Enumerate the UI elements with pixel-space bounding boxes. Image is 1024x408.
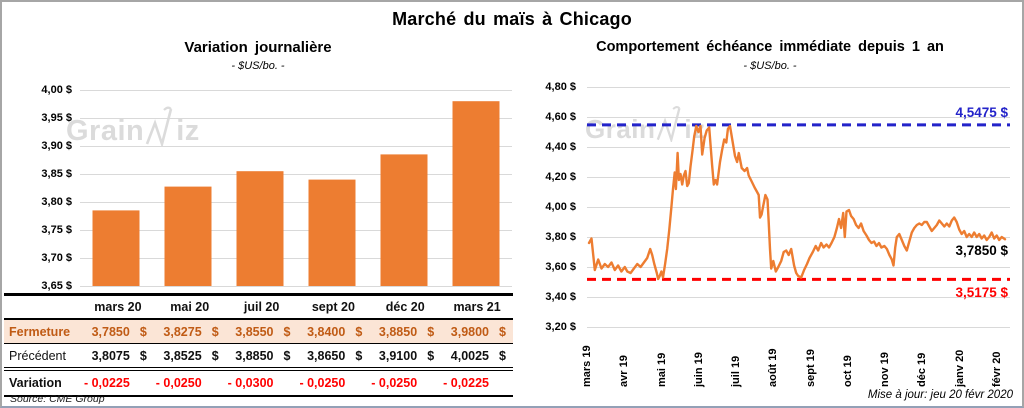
table-row-fermeture: Fermeture 3,7850 $ 3,8275 $ 3,8550 $ 3,8400… <box>4 320 513 344</box>
row-label: Variation <box>9 376 62 390</box>
x-axis-tick-label: déc 19 <box>916 352 929 387</box>
table-cell: 3,8400 $ <box>307 324 363 339</box>
table-cell: - 0,0250 <box>299 376 346 390</box>
bar-mars 21 <box>452 101 500 286</box>
table-cell: 3,8550 $ <box>235 324 291 339</box>
y-axis-tick-label: 3,40 $ <box>545 291 576 303</box>
y-axis-tick-label: 4,20 $ <box>545 171 576 183</box>
y-axis-tick-label: 3,70 $ <box>41 252 72 264</box>
x-axis-tick-label: oct 19 <box>841 355 854 387</box>
x-axis-tick-label: juin 19 <box>692 352 705 387</box>
table-row-precedent: Précédent 3,8075 $ 3,8525 $ 3,8850 $ 3,8650… <box>4 344 513 371</box>
left-chart-title: Variation journalière <box>184 39 332 56</box>
y-axis-tick-label: 3,80 $ <box>41 196 72 208</box>
x-axis-tick-label: août 19 <box>767 348 780 387</box>
page-title: Marché du maïs à Chicago <box>392 9 632 29</box>
price-line <box>587 124 1007 281</box>
line-chart-x-axis: mars 19 avr 19 mai 19 juin 19 juil 19 août 19… <box>581 333 1010 389</box>
bar-juil 20 <box>236 171 284 286</box>
y-axis-tick-label: 3,90 $ <box>41 140 72 152</box>
left-chart-subtitle: - $US/bo. - <box>231 60 285 72</box>
line-chart-plot <box>587 87 1010 328</box>
x-axis-tick-label: sept 19 <box>804 349 817 387</box>
table-cell: - 0,0225 <box>443 376 489 390</box>
column-header: mars 21 <box>453 300 501 314</box>
table-cell: - 0,0250 <box>371 376 418 390</box>
source-note: Source: CME Group <box>10 393 105 405</box>
x-axis-tick-label: juil 19 <box>730 355 743 387</box>
table-cell: 3,9100 $ <box>378 348 435 363</box>
column-header: sept 20 <box>311 300 355 314</box>
table-cell: 3,8650 $ <box>307 348 363 363</box>
table-cell: 3,8525 $ <box>163 348 219 363</box>
bar-mars 20 <box>92 210 140 286</box>
column-header: juil 20 <box>243 300 280 314</box>
table-cell: 4,0025 $ <box>450 348 506 363</box>
bar-déc 20 <box>380 154 428 286</box>
x-axis-tick-label: nov 19 <box>879 352 892 387</box>
y-axis-tick-label: 4,40 $ <box>545 141 576 153</box>
row-label: Précédent <box>9 348 66 363</box>
last-price-label: 3,7850 $ <box>955 243 1008 258</box>
table-cell: 3,9800 $ <box>450 324 506 339</box>
update-note: Mise à jour: jeu 20 févr 2020 <box>867 389 1013 401</box>
table-row-variation: Variation - 0,0225 - 0,0250 - 0,0300 - 0… <box>4 371 513 397</box>
y-axis-tick-label: 4,00 $ <box>545 201 576 213</box>
table-cell: - 0,0225 <box>83 376 130 390</box>
table-cell: 3,8850 $ <box>235 348 291 363</box>
row-label: Fermeture <box>9 324 71 339</box>
x-axis-tick-label: mai 19 <box>655 352 668 387</box>
right-chart-title: Comportement échéance immédiate depuis 1… <box>596 39 944 55</box>
bar-chart-plot <box>80 90 512 287</box>
column-header: déc 20 <box>385 300 425 314</box>
low-reference-label: 3,5175 $ <box>955 285 1008 300</box>
y-axis-tick-label: 3,75 $ <box>41 224 72 236</box>
y-axis-tick-label: 3,95 $ <box>41 112 72 124</box>
y-axis-tick-label: 3,85 $ <box>41 168 72 180</box>
table-cell: 3,8850 $ <box>378 324 435 339</box>
x-axis-tick-label: janv 20 <box>953 349 966 387</box>
table-cell: 3,8275 $ <box>163 324 219 339</box>
table-cell: - 0,0250 <box>155 376 202 390</box>
table-header-row: mars 20 mai 20 juil 20 sept 20 déc 20 ma… <box>4 296 513 320</box>
y-axis-tick-label: 4,60 $ <box>545 111 576 123</box>
y-axis-tick-label: 4,80 $ <box>545 81 576 93</box>
y-axis-tick-label: 3,65 $ <box>41 280 72 292</box>
column-header: mars 20 <box>94 300 142 314</box>
x-axis-tick-label: mars 19 <box>581 345 593 387</box>
y-axis-tick-label: 3,80 $ <box>545 231 576 243</box>
table-cell: 3,7850 $ <box>91 324 147 339</box>
column-header: mai 20 <box>170 300 210 314</box>
price-table: mars 20 mai 20 juil 20 sept 20 déc 20 ma… <box>4 293 513 397</box>
x-axis-tick-label: avr 19 <box>618 355 631 387</box>
table-cell: 3,8075 $ <box>91 348 147 363</box>
y-axis-tick-label: 3,60 $ <box>545 261 576 273</box>
right-chart-subtitle: - $US/bo. - <box>743 60 797 72</box>
bar-mai 20 <box>164 186 212 286</box>
x-axis-tick-label: févr 20 <box>990 351 1003 387</box>
table-cell: - 0,0300 <box>227 376 274 390</box>
y-axis-tick-label: 4,00 $ <box>41 84 72 96</box>
y-axis-tick-label: 3,20 $ <box>545 321 576 333</box>
high-reference-label: 4,5475 $ <box>955 105 1008 120</box>
bar-sept 20 <box>308 179 356 286</box>
